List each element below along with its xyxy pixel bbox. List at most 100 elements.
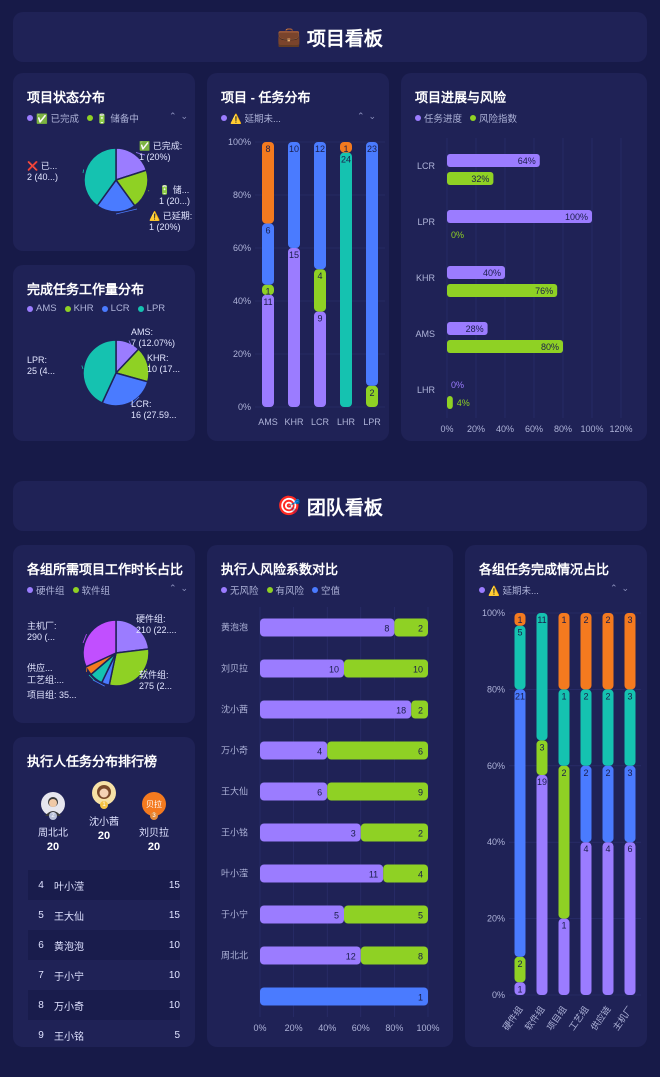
- bar-segment[interactable]: [624, 613, 636, 690]
- podium-first[interactable]: 1 沈小茜 20: [79, 781, 129, 842]
- pie-slice[interactable]: [101, 372, 149, 407]
- bar[interactable]: [447, 284, 558, 297]
- x-tick-label: 供应链: [588, 1004, 613, 1032]
- bar-segment[interactable]: [288, 248, 300, 407]
- bar-segment[interactable]: [602, 689, 614, 766]
- bar-segment[interactable]: [262, 142, 274, 224]
- bar-segment[interactable]: [536, 740, 548, 776]
- bar-segment[interactable]: [580, 613, 592, 690]
- bar-segment[interactable]: [558, 689, 570, 766]
- bar-segment[interactable]: [260, 782, 328, 801]
- bar-segment[interactable]: [340, 142, 352, 153]
- bar-segment[interactable]: [260, 700, 412, 719]
- x-tick-label: AMS: [258, 417, 278, 427]
- podium-second[interactable]: 2 周北北 20: [28, 792, 78, 853]
- bar-segment[interactable]: [260, 741, 328, 760]
- list-item[interactable]: 5 王大仙 15: [28, 900, 180, 930]
- pie-slice[interactable]: [108, 648, 150, 687]
- bar-segment[interactable]: [558, 918, 570, 995]
- bar-segment[interactable]: [262, 223, 274, 285]
- list-item[interactable]: 8 万小奇 10: [28, 990, 180, 1020]
- pie-label: 25 (4...: [27, 366, 55, 376]
- bar-segment[interactable]: [580, 689, 592, 766]
- bar-segment[interactable]: [394, 618, 428, 637]
- bar-segment[interactable]: [260, 987, 428, 1006]
- tasks-legend[interactable]: ⚠️ 延期未...: [221, 111, 281, 125]
- bar-segment[interactable]: [327, 782, 428, 801]
- bar-segment[interactable]: [536, 775, 548, 995]
- bar-segment[interactable]: [602, 842, 614, 995]
- bar-segment[interactable]: [366, 385, 378, 407]
- ranking-card: 执行人任务分布排行榜 2 周北北 20 1 沈小茜 20 贝拉 3 刘贝拉 20…: [13, 737, 195, 1047]
- legend-page-arrows[interactable]: ⌃⌄: [610, 583, 634, 593]
- pie-slice[interactable]: [83, 147, 117, 207]
- pie-slice[interactable]: [96, 178, 136, 213]
- hours-legend[interactable]: 硬件组 软件组: [27, 583, 110, 597]
- bar-segment[interactable]: [624, 765, 636, 843]
- bar-segment[interactable]: [514, 625, 526, 690]
- bar-segment[interactable]: [260, 946, 361, 965]
- bar-segment[interactable]: [340, 152, 352, 407]
- bar[interactable]: [447, 266, 505, 279]
- list-item[interactable]: 7 于小宁 10: [28, 960, 180, 990]
- list-item[interactable]: 9 王小铭 5: [28, 1020, 180, 1047]
- bar-segment[interactable]: [558, 765, 570, 919]
- bar-segment[interactable]: [602, 765, 614, 843]
- bar-segment[interactable]: [314, 269, 326, 312]
- bar-segment[interactable]: [602, 613, 614, 690]
- bar-segment[interactable]: [514, 613, 526, 626]
- bar-segment[interactable]: [260, 659, 344, 678]
- bar[interactable]: [447, 340, 563, 353]
- bar-segment[interactable]: [260, 823, 361, 842]
- bar-segment[interactable]: [344, 905, 428, 924]
- bar[interactable]: [447, 322, 488, 335]
- bar-segment[interactable]: [366, 142, 378, 386]
- bar[interactable]: [447, 154, 540, 167]
- pie-slice[interactable]: [82, 619, 117, 668]
- bar-segment[interactable]: [288, 142, 300, 248]
- bar-segment[interactable]: [344, 659, 428, 678]
- bar[interactable]: [447, 396, 453, 409]
- bar-segment[interactable]: [411, 700, 428, 719]
- bar-segment[interactable]: [514, 689, 526, 957]
- status-legend[interactable]: ✅ 已完成 🔋 储备中: [27, 111, 139, 125]
- podium-third[interactable]: 贝拉 3 刘贝拉 20: [129, 792, 179, 853]
- bar-segment[interactable]: [327, 741, 428, 760]
- completion-legend[interactable]: ⚠️ 延期未...: [479, 583, 539, 597]
- bar-segment[interactable]: [383, 864, 428, 883]
- bar-segment[interactable]: [262, 284, 274, 295]
- legend-page-arrows[interactable]: ⌃⌄: [357, 111, 381, 121]
- bar[interactable]: [447, 210, 592, 223]
- bar-segment[interactable]: [514, 982, 526, 995]
- bar-segment[interactable]: [580, 765, 592, 843]
- bar-segment[interactable]: [262, 294, 274, 407]
- bar-value-label: 3: [627, 768, 632, 778]
- bar-segment[interactable]: [536, 613, 548, 741]
- legend-item: LCR: [110, 303, 130, 314]
- bar-segment[interactable]: [314, 142, 326, 270]
- bar-segment[interactable]: [360, 823, 428, 842]
- tasks-bar-chart: 0%20%40%60%80%100%11168AMS1510KHR9412LCR…: [228, 137, 385, 427]
- bar-segment[interactable]: [580, 842, 592, 995]
- workload-legend[interactable]: AMS KHR LCR LPR: [27, 303, 165, 314]
- risk-legend[interactable]: 无风险 有风险 空值: [221, 583, 340, 597]
- bar-value-label: 2: [418, 829, 423, 839]
- progress-legend[interactable]: 任务进度 风险指数: [415, 111, 517, 125]
- bar-segment[interactable]: [514, 956, 526, 983]
- bar-segment[interactable]: [558, 613, 570, 690]
- pie-slice[interactable]: [82, 339, 117, 404]
- pie-slice[interactable]: [114, 169, 149, 207]
- legend-page-arrows[interactable]: ⌃⌄: [169, 111, 193, 121]
- bar-segment[interactable]: [260, 864, 384, 883]
- bar-segment[interactable]: [360, 946, 428, 965]
- list-item[interactable]: 4 叶小滢 15: [28, 870, 180, 900]
- pie-slice[interactable]: [115, 619, 150, 654]
- bar-segment[interactable]: [260, 905, 344, 924]
- bar-segment[interactable]: [314, 311, 326, 407]
- bar[interactable]: [447, 172, 494, 185]
- legend-page-arrows[interactable]: ⌃⌄: [169, 583, 193, 593]
- list-item[interactable]: 6 黄泡泡 10: [28, 930, 180, 960]
- bar-segment[interactable]: [260, 618, 395, 637]
- bar-segment[interactable]: [624, 842, 636, 995]
- bar-segment[interactable]: [624, 689, 636, 766]
